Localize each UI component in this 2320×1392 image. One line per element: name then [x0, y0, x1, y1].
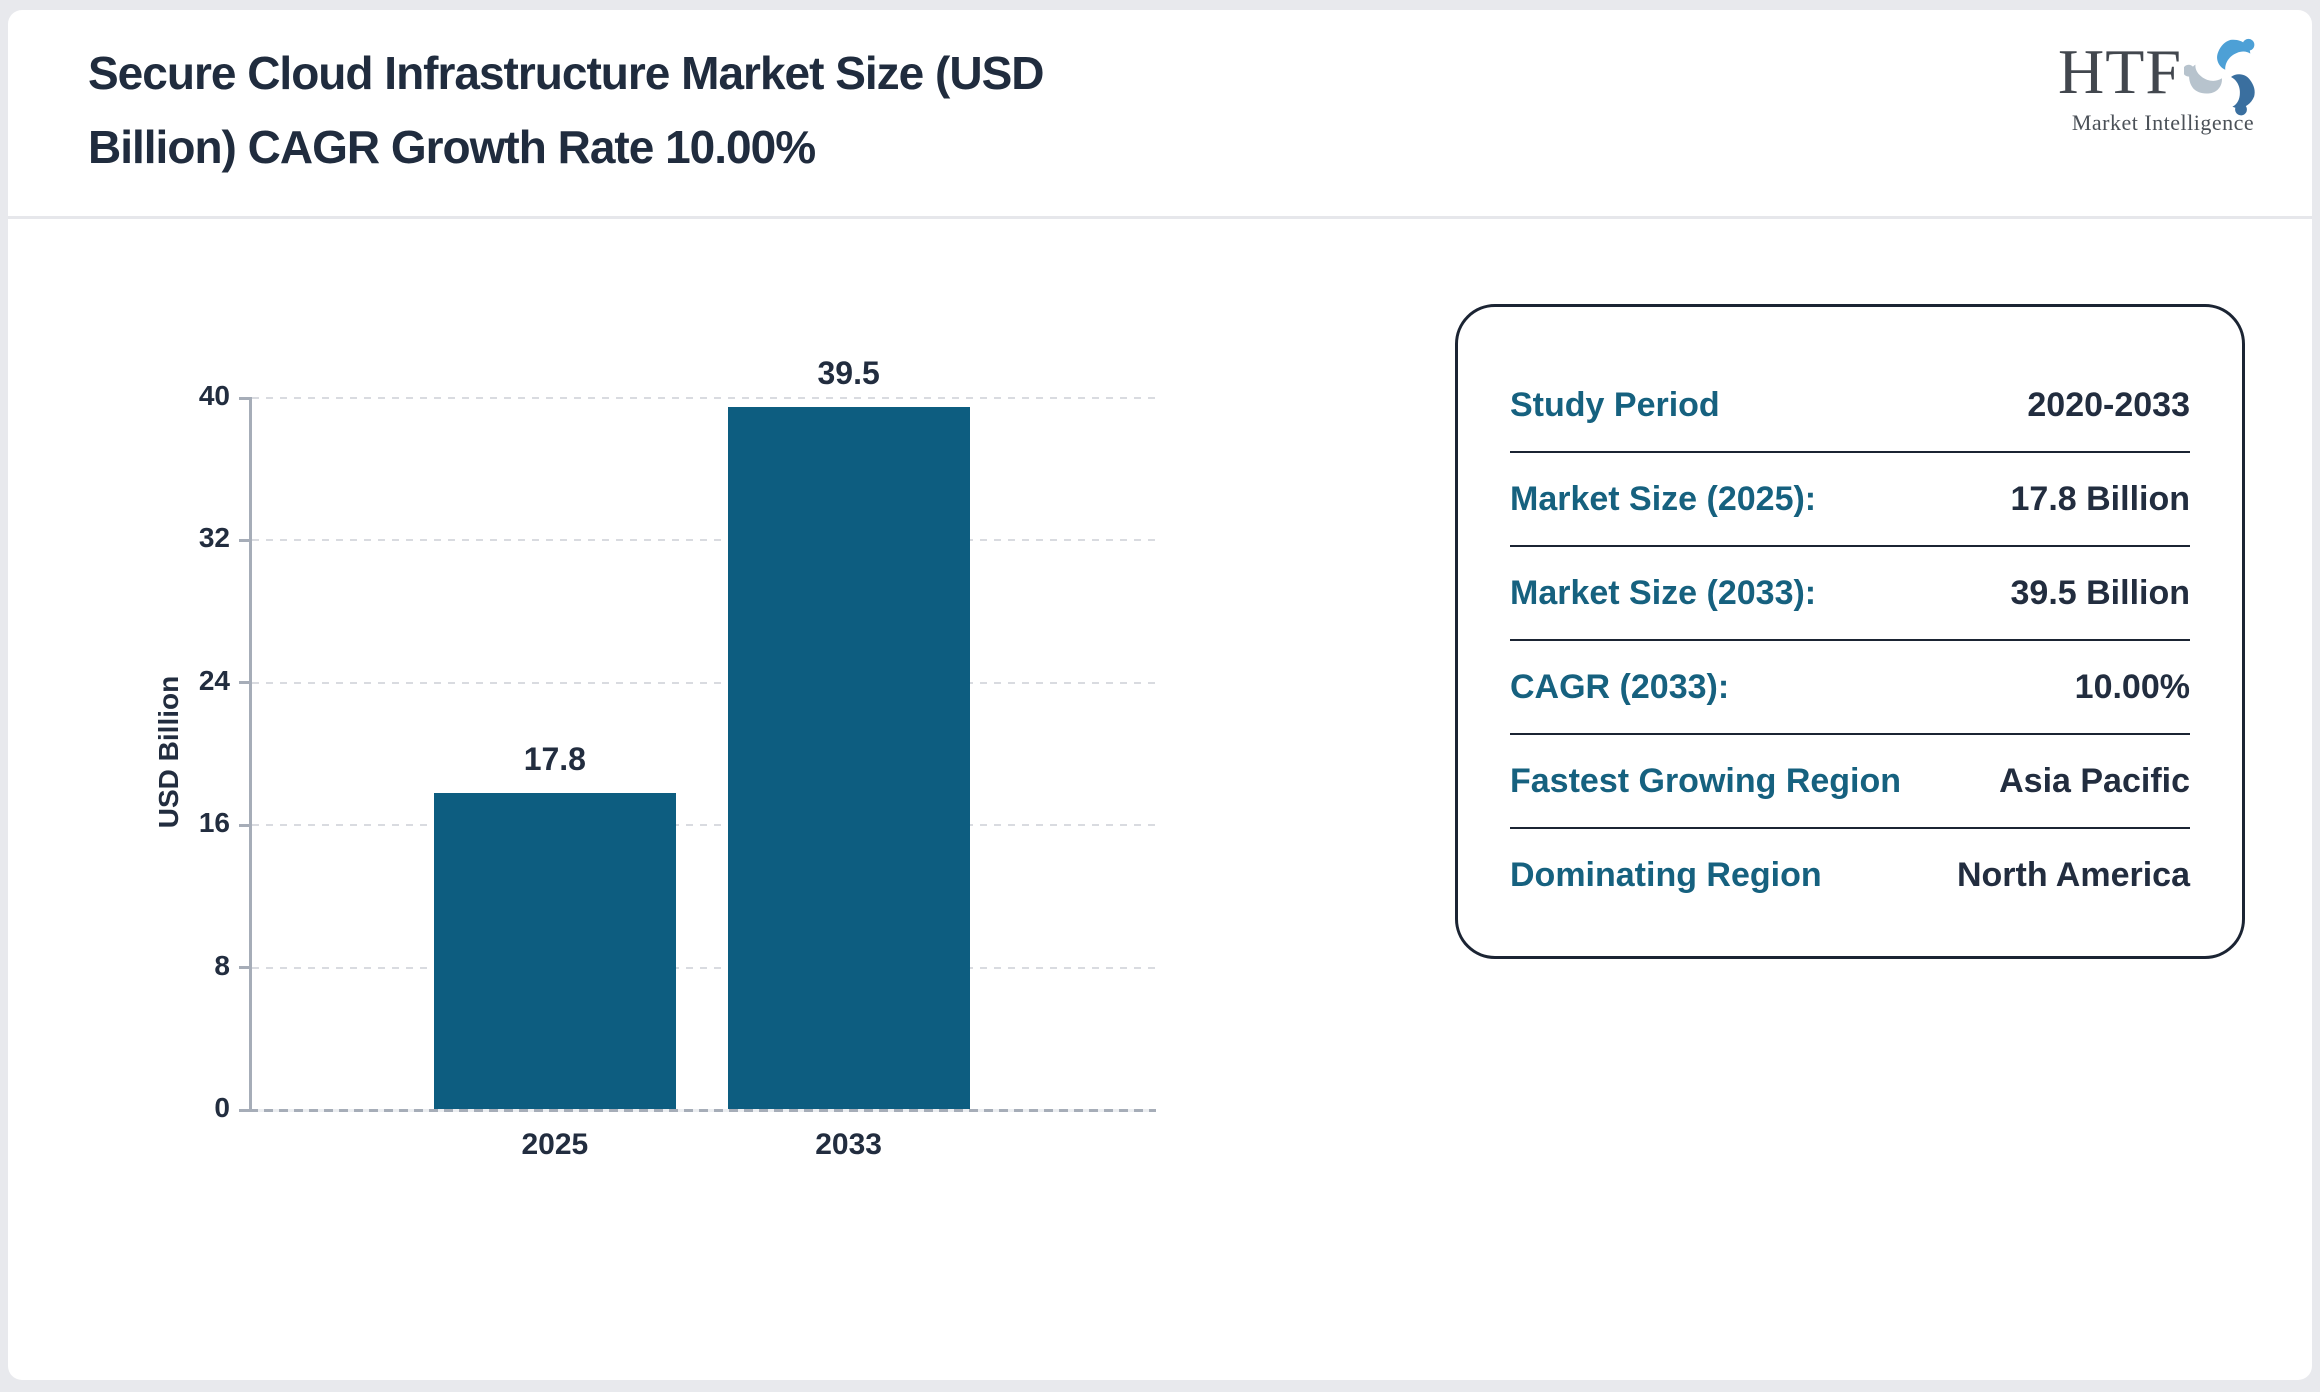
gridline — [252, 966, 1156, 969]
header: Secure Cloud Infrastructure Market Size … — [8, 10, 2312, 219]
info-row-divider — [1510, 451, 2190, 453]
htf-logo-text: HTF — [2058, 36, 2182, 107]
page-title: Secure Cloud Infrastructure Market Size … — [88, 36, 1388, 184]
y-tick-mark — [239, 538, 252, 542]
bar-2033 — [727, 406, 970, 1110]
gridline — [252, 397, 1156, 399]
bar-value-label: 39.5 — [817, 354, 880, 391]
y-tick-mark — [239, 1108, 252, 1112]
page-title-line2: Billion) CAGR Growth Rate 10.00% — [88, 121, 816, 173]
y-axis-line — [249, 398, 252, 1112]
y-tick-label: 0 — [214, 1092, 230, 1123]
htf-logo: HTF — [2058, 30, 2268, 136]
header-divider — [8, 216, 2312, 219]
info-row-label: Dominating Region — [1510, 855, 1822, 894]
y-tick-mark — [239, 966, 252, 970]
info-row-divider — [1510, 827, 2190, 829]
y-tick-label: 8 — [214, 949, 230, 981]
bar-chart: USD Billion 0 8 16 24 32 40 17.8 2025 39.5 2033 — [8, 10, 1258, 1250]
info-row-value: Asia Pacific — [1999, 761, 2190, 800]
gridline — [252, 681, 1156, 684]
y-tick-label: 16 — [198, 807, 230, 839]
x-tick-label: 2025 — [521, 1128, 589, 1161]
y-tick-mark — [239, 823, 252, 827]
info-row-divider — [1510, 545, 2190, 547]
info-row: Market Size (2033): 39.5 Billion — [1510, 547, 2190, 639]
info-row: Market Size (2025): 17.8 Billion — [1510, 453, 2190, 545]
y-tick-mark — [239, 396, 252, 400]
info-row-value: 10.00% — [2074, 667, 2190, 706]
info-row: Dominating Region North America — [1510, 829, 2190, 921]
bar-value-label: 17.8 — [523, 741, 586, 778]
info-row-label: Study Period — [1510, 385, 1720, 424]
y-tick-label: 32 — [198, 522, 230, 554]
info-row: Study Period 2020-2033 — [1510, 359, 2190, 451]
gridline — [252, 539, 1156, 542]
info-row-value: 39.5 Billion — [2010, 573, 2191, 612]
info-row-divider — [1510, 639, 2190, 641]
htf-logo-swirl-icon — [2183, 38, 2255, 116]
y-tick-label: 24 — [198, 664, 230, 696]
x-axis-baseline — [249, 1108, 1156, 1112]
bar-2025 — [433, 793, 676, 1110]
info-row-label: Market Size (2033): — [1510, 573, 1817, 612]
info-row-label: Market Size (2025): — [1510, 479, 1817, 518]
info-panel: Study Period 2020-2033 Market Size (2025):… — [1455, 304, 2245, 959]
y-tick-label: 40 — [198, 380, 230, 411]
info-row-label: Fastest Growing Region — [1510, 761, 1902, 800]
htf-logo-subtext: Market Intelligence — [2071, 110, 2255, 135]
gridline — [252, 824, 1156, 827]
y-tick-mark — [239, 681, 252, 685]
page-title-line1: Secure Cloud Infrastructure Market Size … — [88, 47, 1044, 99]
info-row: Fastest Growing Region Asia Pacific — [1510, 735, 2190, 827]
info-row-value: 2020-2033 — [2027, 385, 2190, 424]
y-axis-title: USD Billion — [153, 675, 184, 829]
infographic-card: Secure Cloud Infrastructure Market Size … — [8, 10, 2312, 1380]
x-tick-label: 2033 — [815, 1128, 882, 1161]
info-row: CAGR (2033): 10.00% — [1510, 641, 2190, 733]
info-row-value: North America — [1956, 855, 2190, 894]
info-row-divider — [1510, 733, 2190, 735]
info-row-label: CAGR (2033): — [1510, 667, 1730, 706]
info-row-value: 17.8 Billion — [2010, 479, 2191, 518]
